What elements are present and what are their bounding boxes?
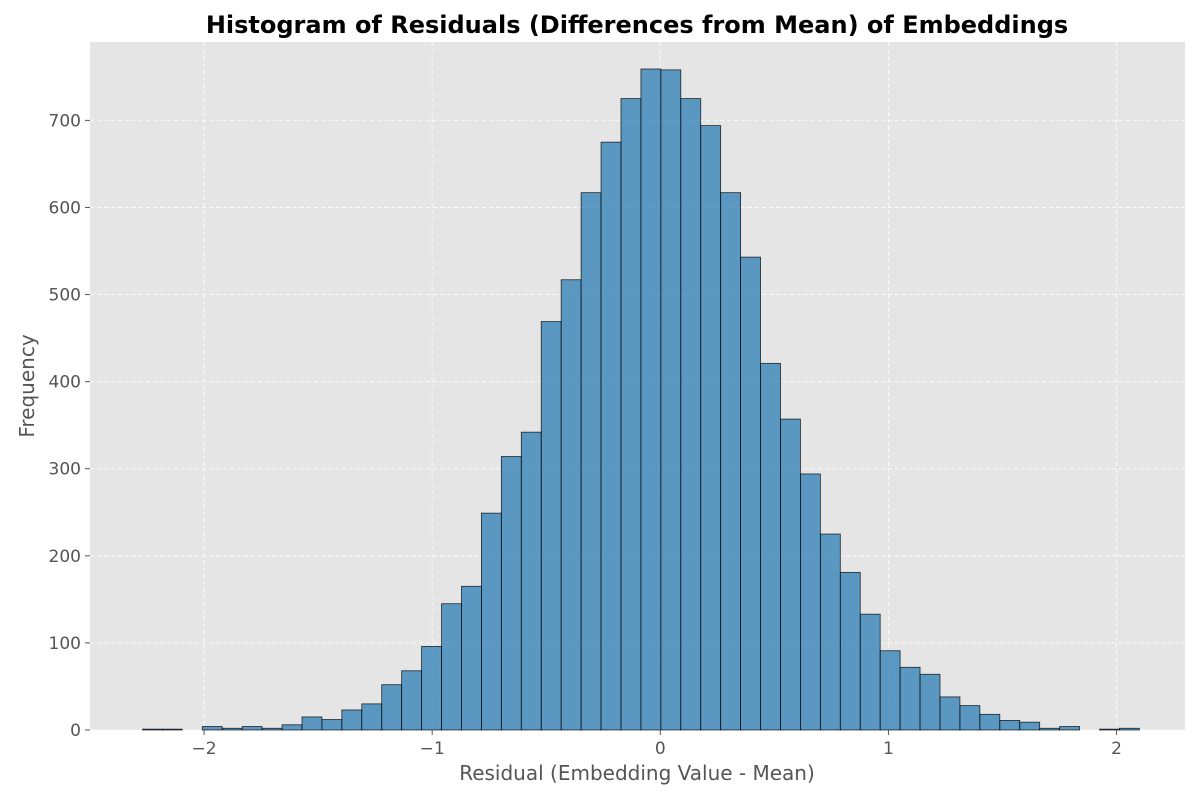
histogram-bar [740,256,761,731]
histogram-bar [780,418,801,731]
histogram-bar [819,533,841,731]
histogram-bar [421,645,442,731]
x-axis-ticks: −2 −1 0 1 2 [192,730,1122,759]
histogram-bar [221,727,243,731]
histogram-bar [381,684,403,731]
y-tick-label: 500 [49,286,81,306]
histogram-bar [341,709,363,731]
y-tick-label: 100 [49,634,81,654]
histogram-bar [261,727,283,731]
histogram-bar [620,98,642,731]
chart-title: Histogram of Residuals (Differences from… [206,11,1068,39]
histogram-bar [1099,728,1120,731]
x-tick-label: 0 [655,739,666,759]
histogram-bar [401,670,423,731]
histogram-bar [241,726,263,731]
histogram-bar [720,192,742,731]
histogram-bar [839,571,861,731]
histogram-bar [481,512,502,731]
histogram-bar [162,728,183,731]
histogram-bar [321,719,343,731]
histogram-bar [1119,727,1140,731]
histogram-bar [859,613,881,731]
y-axis-label: Frequency [15,334,39,437]
histogram-bar [540,321,562,731]
histogram-bar [1039,727,1061,731]
histogram-bar [560,279,582,731]
histogram-bar [500,456,522,731]
histogram-bar [1059,726,1080,731]
histogram-bar [600,141,622,731]
histogram-bar [1019,721,1041,731]
histogram-bar [680,98,702,731]
histogram-bar [979,713,1001,731]
y-tick-label: 300 [49,460,81,480]
histogram-bar [520,431,542,731]
histogram-bar [939,696,961,731]
histogram-bar [441,603,462,731]
x-tick-label: 1 [883,739,894,759]
histogram-bar [660,69,682,731]
histogram-bar [640,68,662,731]
x-axis-label: Residual (Embedding Value - Mean) [459,761,815,785]
y-tick-label: 200 [49,547,81,567]
histogram-bar [301,716,323,731]
x-tick-label: −2 [192,739,217,759]
histogram-bar [959,705,981,731]
y-tick-label: 0 [70,721,81,741]
y-tick-label: 600 [49,198,81,218]
x-tick-label: −1 [420,739,445,759]
y-tick-label: 400 [49,373,81,393]
histogram-bar [461,585,482,731]
y-axis-ticks: 0 100 200 300 400 500 600 700 [49,111,90,741]
histogram-bar [142,728,163,731]
histogram-bar [201,726,223,731]
y-tick-label: 700 [49,111,81,131]
histogram-bar [919,673,941,731]
histogram-bar [361,703,383,731]
histogram-bars [142,68,1140,731]
x-tick-label: 2 [1111,739,1122,759]
histogram-bar [700,125,722,731]
histogram-bar [899,666,921,731]
histogram-bar [800,473,821,731]
histogram-bar [999,720,1021,731]
histogram-bar [580,192,602,731]
histogram-bar [879,650,901,731]
histogram-bar [281,724,303,731]
histogram-bar [760,362,781,731]
